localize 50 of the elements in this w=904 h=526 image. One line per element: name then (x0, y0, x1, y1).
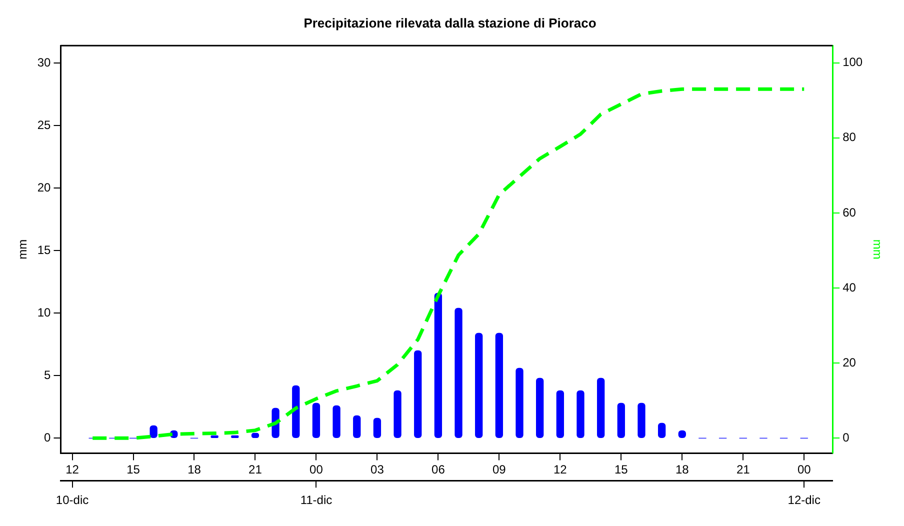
x-tick-label: 06 (432, 462, 446, 477)
y-tick-label: 25 (37, 118, 52, 132)
x-tick-label: 09 (492, 462, 506, 477)
bar (292, 385, 300, 438)
bar (495, 332, 504, 438)
bar (556, 390, 564, 438)
y2-axis-title: mm (870, 239, 884, 260)
x-tick-label: 00 (797, 462, 812, 477)
y-tick-label: 5 (44, 368, 52, 382)
x-tick-label: 18 (188, 462, 202, 477)
bar (394, 390, 402, 438)
x-tick-label: 15 (126, 462, 140, 477)
y2-tick-label: 80 (842, 130, 856, 144)
y2-tick-label: 0 (842, 430, 850, 444)
y-tick-label: 30 (37, 55, 52, 70)
y2-tick-label: 60 (842, 205, 856, 220)
bar (434, 292, 442, 438)
bar (516, 368, 524, 438)
x-tick-label: 12 (553, 462, 568, 477)
x-tick-label: 12 (66, 462, 80, 477)
x-tick-label: 03 (370, 462, 384, 477)
bar (332, 405, 340, 438)
y-tick-label: 20 (37, 180, 52, 194)
x-tick-label: 21 (736, 462, 750, 477)
x-tick-label: 18 (675, 462, 690, 477)
bar (617, 402, 625, 438)
bar (638, 402, 646, 438)
bar (596, 378, 605, 438)
y-axis-title: mm (16, 239, 30, 260)
y2-tick-label: 100 (842, 55, 863, 70)
bar (454, 308, 462, 438)
x-tick-label: 21 (248, 462, 262, 477)
y2-tick-label: 20 (842, 355, 856, 370)
bar (536, 378, 544, 438)
bar (576, 390, 584, 438)
y2-tick-label: 40 (842, 280, 856, 294)
y-tick-label: 10 (37, 305, 52, 320)
x-tick-label: 00 (310, 462, 324, 477)
x2-tick-label: 12-dic (788, 493, 820, 508)
bar (353, 415, 361, 438)
bar (312, 402, 320, 438)
bar (373, 418, 382, 438)
bar (475, 332, 483, 438)
bar (414, 350, 422, 438)
y-tick-label: 0 (44, 430, 52, 445)
y-tick-label: 15 (37, 242, 52, 257)
x-tick-label: 15 (614, 462, 628, 477)
chart-title: Precipitazione rilevata dalla stazione di Pioraco (304, 15, 596, 30)
x2-tick-label: 10-dic (56, 493, 89, 508)
x2-tick-label: 11-dic (300, 493, 332, 508)
